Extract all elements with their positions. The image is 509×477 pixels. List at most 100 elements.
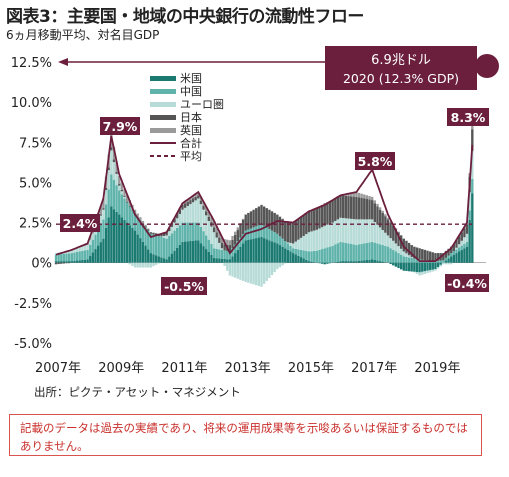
bar-segment	[210, 254, 213, 263]
bar-segment	[120, 194, 124, 218]
bar-segment	[191, 195, 195, 199]
bar-segment	[471, 129, 474, 151]
bar-segment	[118, 185, 121, 191]
bar-segment	[181, 204, 184, 210]
bar-segment	[189, 200, 192, 205]
bar-segment	[94, 249, 97, 263]
bar-segment	[402, 256, 405, 263]
bar-segment	[228, 240, 232, 246]
bar-segment	[228, 245, 232, 252]
bar-segment	[191, 240, 195, 263]
bar-segment	[331, 245, 334, 263]
bar-segment	[410, 257, 413, 258]
bar-segment	[407, 257, 411, 263]
y-tick-label: 12.5%	[11, 56, 52, 71]
bar-segment	[170, 223, 174, 227]
bar-segment	[204, 206, 208, 212]
bar-segment	[141, 224, 145, 242]
bar-segment	[381, 212, 384, 231]
bar-segment	[402, 262, 405, 271]
bar-segment	[268, 209, 271, 229]
bar-segment	[170, 233, 174, 254]
bar-segment	[73, 249, 76, 253]
bar-segment	[147, 249, 150, 263]
bar-segment	[439, 262, 442, 265]
bar-segment	[226, 259, 229, 263]
bar-segment	[247, 262, 250, 283]
bar-segment	[405, 253, 408, 257]
bar-segment	[176, 218, 179, 228]
bar-segment	[373, 242, 376, 261]
bar-segment	[218, 258, 221, 263]
bar-segment	[104, 187, 108, 190]
bar-segment	[154, 233, 158, 236]
bar-segment	[413, 258, 416, 263]
bar-segment	[102, 238, 105, 263]
bar-segment	[452, 254, 456, 263]
x-tick-label: 2007年	[35, 361, 81, 376]
bar-segment	[199, 243, 203, 263]
bar-segment	[444, 260, 448, 263]
bar-segment	[83, 259, 87, 263]
data-label: -0.5%	[164, 279, 204, 294]
bar-segment	[468, 219, 471, 263]
bar-segment	[281, 238, 284, 247]
bar-segment	[299, 216, 303, 238]
bar-segment	[147, 230, 150, 250]
bar-segment	[212, 232, 216, 249]
bar-segment	[339, 261, 342, 263]
legend-swatch	[150, 76, 176, 81]
bar-segment	[215, 248, 218, 259]
bar-segment	[368, 219, 371, 243]
bar-segment	[339, 241, 342, 262]
bar-segment	[347, 218, 350, 244]
bar-segment	[302, 258, 305, 263]
bar-segment	[294, 241, 297, 249]
bar-segment	[131, 210, 134, 211]
bar-segment	[418, 262, 421, 273]
bar-segment	[270, 262, 274, 276]
bar-segment	[136, 213, 139, 218]
bar-segment	[289, 242, 292, 246]
bar-segment	[360, 260, 363, 263]
bar-segment	[173, 218, 176, 223]
bar-segment	[115, 171, 118, 174]
bar-segment	[278, 236, 282, 246]
bar-segment	[328, 201, 332, 224]
bar-segment	[255, 262, 258, 286]
bar-segment	[78, 260, 81, 263]
bar-segment	[326, 224, 329, 248]
bar-segment	[386, 235, 390, 247]
bar-segment	[247, 212, 250, 230]
bar-segment	[231, 235, 234, 240]
bar-segment	[363, 194, 366, 199]
bar-segment	[323, 262, 326, 265]
bar-segment	[212, 220, 216, 228]
bar-segment	[249, 262, 253, 284]
bar-segment	[176, 227, 179, 248]
callout-line2: 2020 (12.3% GDP)	[343, 71, 459, 86]
bar-segment	[363, 243, 366, 261]
legend-swatch	[150, 102, 176, 107]
bar-segment	[328, 246, 332, 263]
bar-segment	[452, 244, 456, 252]
bar-segment	[276, 262, 279, 270]
bar-segment	[141, 220, 145, 224]
bar-segment	[128, 225, 131, 263]
bar-segment	[376, 203, 379, 207]
bar-segment	[370, 241, 374, 260]
bar-segment	[381, 210, 384, 213]
bar-segment	[57, 262, 60, 265]
bar-segment	[436, 262, 440, 267]
bar-segment	[352, 219, 355, 245]
bar-segment	[276, 214, 279, 234]
bar-segment	[231, 239, 234, 248]
bar-segment	[291, 243, 295, 249]
bar-segment	[189, 241, 192, 263]
bar-segment	[373, 222, 376, 243]
data-label: 7.9%	[103, 119, 138, 134]
bar-segment	[326, 262, 329, 264]
bar-segment	[236, 229, 239, 242]
bar-segment	[228, 262, 232, 276]
bar-segment	[413, 262, 416, 272]
